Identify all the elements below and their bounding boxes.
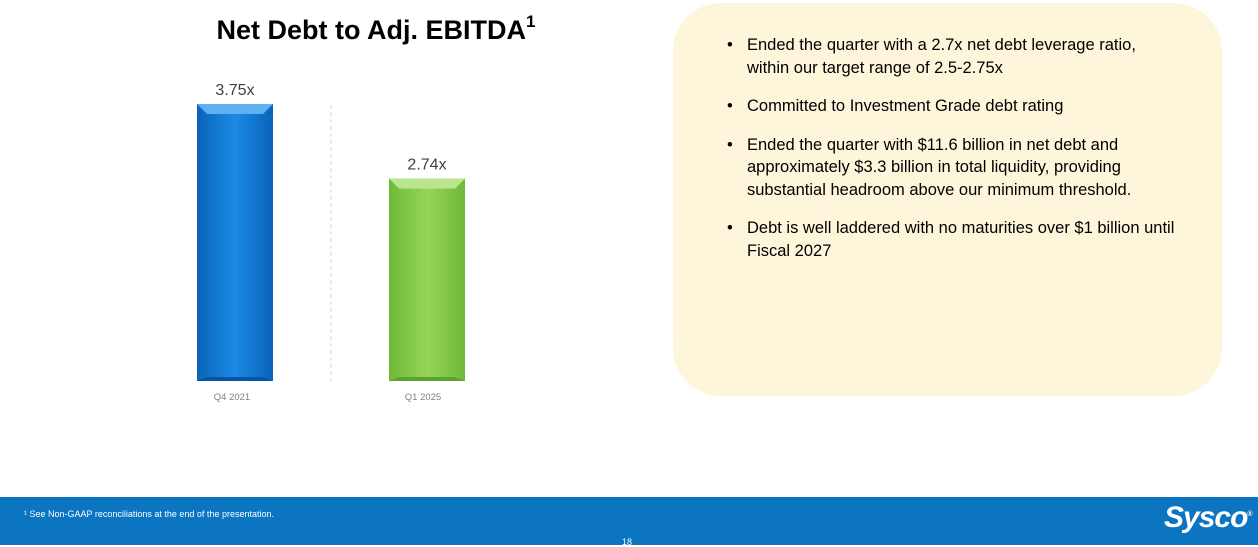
- footnote: ¹ See Non-GAAP reconciliations at the en…: [24, 509, 274, 519]
- bar-bevel-bottom: [197, 377, 273, 381]
- bar-q1-2025: [389, 178, 465, 381]
- bar-chart: 3.75x Q4 2021 2.74x Q1 2025: [197, 82, 465, 403]
- category-label: Q1 2025: [405, 392, 441, 403]
- page-number: 18: [622, 537, 633, 547]
- bar-bevel-top: [389, 178, 465, 189]
- bar-q4-2021: [197, 104, 273, 381]
- bar-body: [389, 178, 465, 381]
- chart-title-footnote-mark: 1: [526, 12, 536, 31]
- bullet-item: • Debt is well laddered with no maturitie…: [727, 219, 1175, 260]
- bar-bevel-bottom: [389, 377, 465, 381]
- chart-title: Net Debt to Adj. EBITDA1: [160, 12, 592, 46]
- data-label: 3.75x: [215, 82, 254, 99]
- data-label: 2.74x: [407, 157, 446, 174]
- bar-bevel-top: [197, 104, 273, 114]
- bullet-marker: •: [727, 219, 733, 237]
- bullet-item: • Ended the quarter with a 2.7x net debt …: [727, 36, 1136, 77]
- sysco-logo: Sysco®: [1164, 501, 1253, 534]
- summary-panel: • Ended the quarter with a 2.7x net debt …: [673, 3, 1222, 396]
- bar-body: [197, 104, 273, 381]
- footer-bar: ¹ See Non-GAAP reconciliations at the en…: [0, 497, 1258, 547]
- bullet-item: • Committed to Investment Grade debt rati…: [727, 95, 1179, 118]
- chart-title-text: Net Debt to Adj. EBITDA: [216, 15, 527, 45]
- bullet-marker: •: [727, 135, 733, 154]
- category-label: Q4 2021: [214, 392, 250, 403]
- summary-bullet-list: • Ended the quarter with a 2.7x net debt …: [727, 34, 1179, 278]
- bullet-marker: •: [727, 36, 733, 54]
- bullet-marker: •: [727, 97, 733, 115]
- bullet-item: • Ended the quarter with $11.6 billion in…: [727, 135, 1132, 199]
